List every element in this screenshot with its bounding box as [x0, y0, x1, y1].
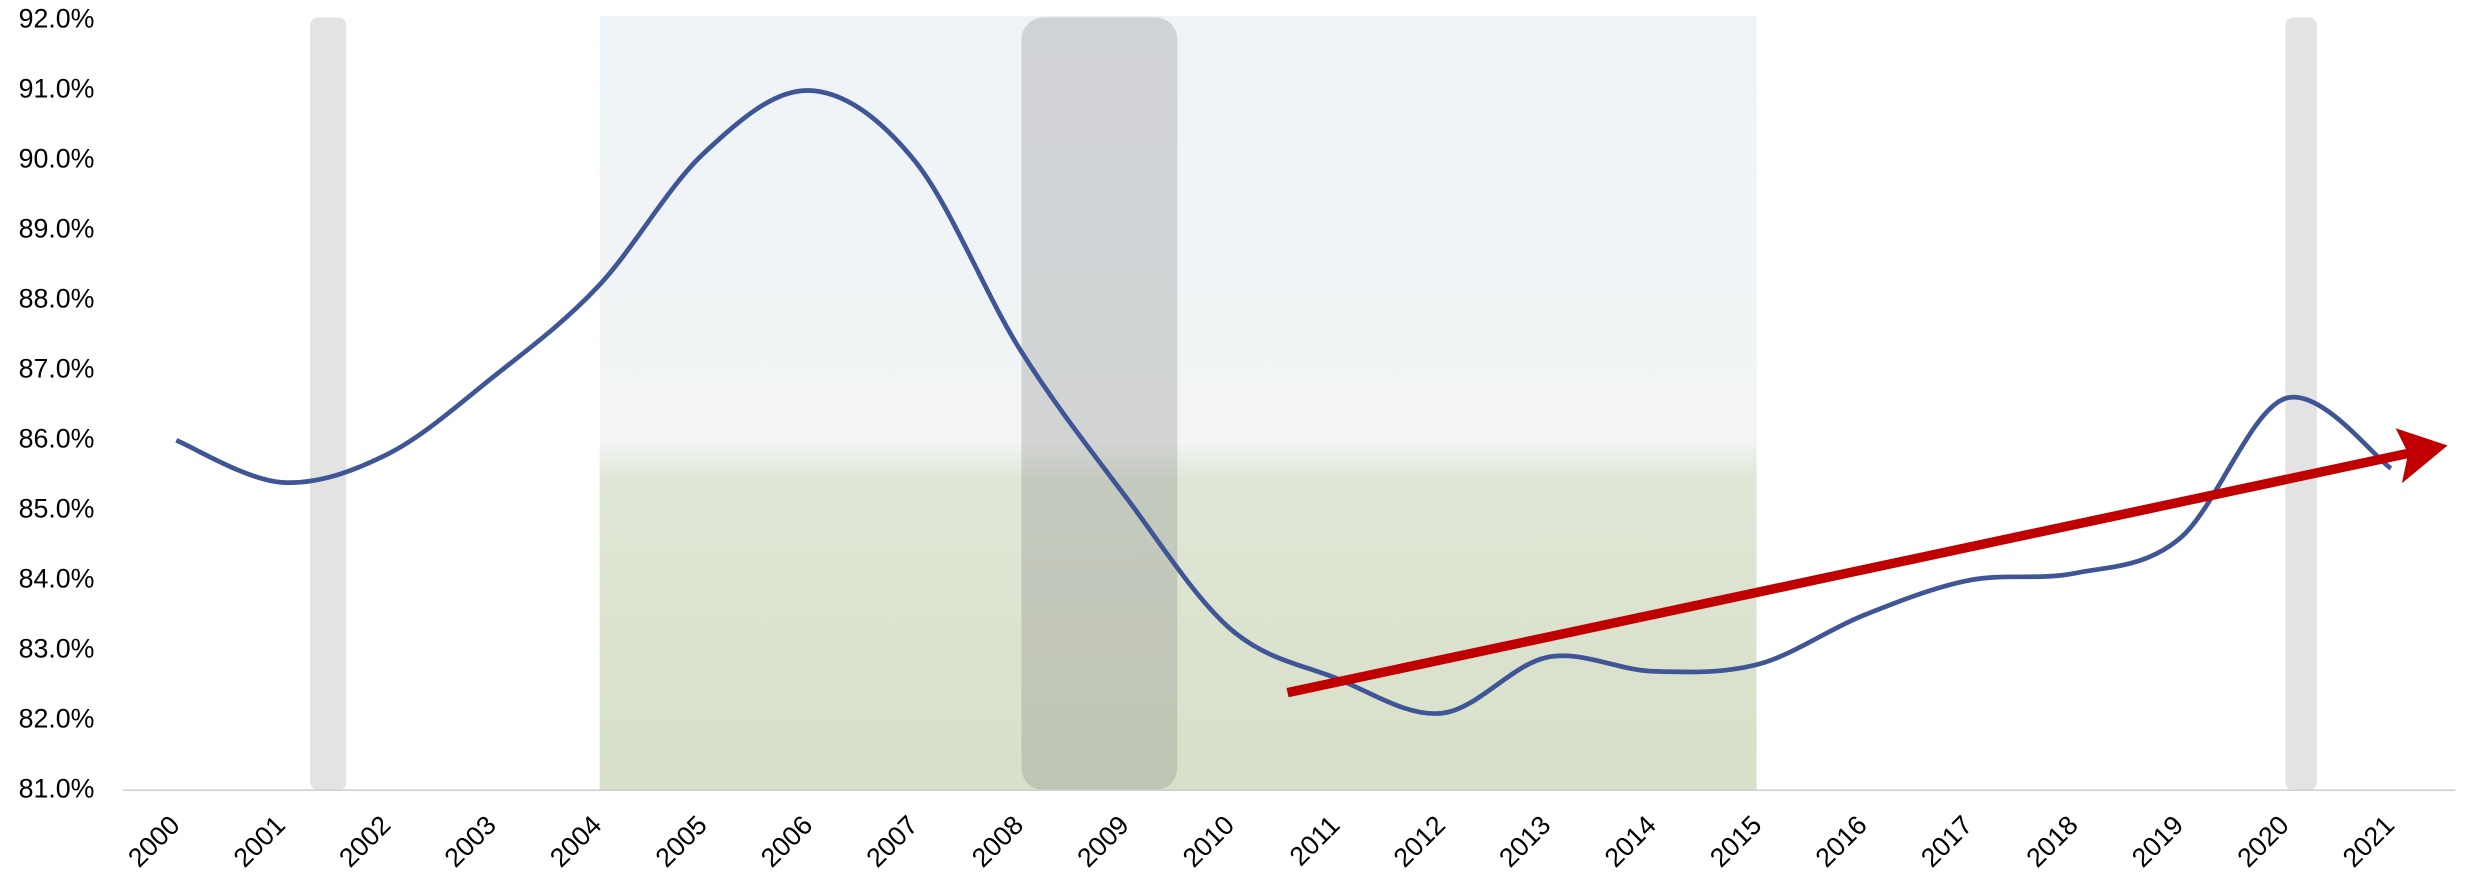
y-tick-label: 90.0%	[19, 144, 95, 174]
y-tick-label: 86.0%	[19, 423, 95, 453]
x-tick-label: 2018	[2020, 810, 2083, 873]
x-tick-label: 2008	[966, 810, 1029, 873]
x-tick-label: 2020	[2231, 810, 2294, 873]
trend-arrow	[1286, 448, 2410, 698]
y-tick-label: 89.0%	[19, 214, 95, 244]
x-tick-label: 2004	[544, 810, 607, 873]
x-tick-label: 2015	[1704, 810, 1767, 873]
y-tick-label: 83.0%	[19, 633, 95, 663]
x-tick-label: 2010	[1177, 810, 1240, 873]
shaded-band	[1021, 17, 1178, 791]
shaded-band	[310, 17, 347, 791]
x-tick-label: 2016	[1810, 810, 1873, 873]
x-tick-label: 2012	[1388, 810, 1451, 873]
x-tick-label: 2001	[228, 810, 291, 873]
x-tick-label: 2021	[2337, 810, 2400, 873]
x-tick-label: 2011	[1284, 810, 1346, 872]
background-photo	[599, 15, 1757, 791]
x-tick-label: 2000	[122, 810, 185, 873]
y-tick-label: 92.0%	[19, 4, 95, 34]
x-tick-label: 2017	[1915, 810, 1978, 873]
x-tick-label: 2006	[755, 810, 818, 873]
x-tick-label: 2005	[650, 810, 713, 873]
y-tick-label: 81.0%	[19, 773, 95, 803]
x-tick-label: 2014	[1599, 810, 1662, 873]
y-tick-label: 91.0%	[19, 74, 95, 104]
data-line	[175, 88, 2393, 716]
shaded-band	[2285, 17, 2317, 791]
x-tick-label: 2007	[860, 810, 923, 873]
x-tick-label: 2009	[1071, 810, 1134, 873]
y-tick-label: 87.0%	[19, 353, 95, 383]
y-tick-label: 82.0%	[19, 703, 95, 733]
y-tick-label: 84.0%	[19, 563, 95, 593]
x-tick-label: 2013	[1493, 810, 1556, 873]
y-tick-label: 85.0%	[19, 493, 95, 523]
y-tick-label: 88.0%	[19, 283, 95, 313]
x-tick-label: 2002	[333, 810, 396, 873]
x-tick-label: 2019	[2126, 810, 2189, 873]
trend-arrow-head	[2395, 428, 2448, 484]
x-tick-label: 2003	[439, 810, 502, 873]
